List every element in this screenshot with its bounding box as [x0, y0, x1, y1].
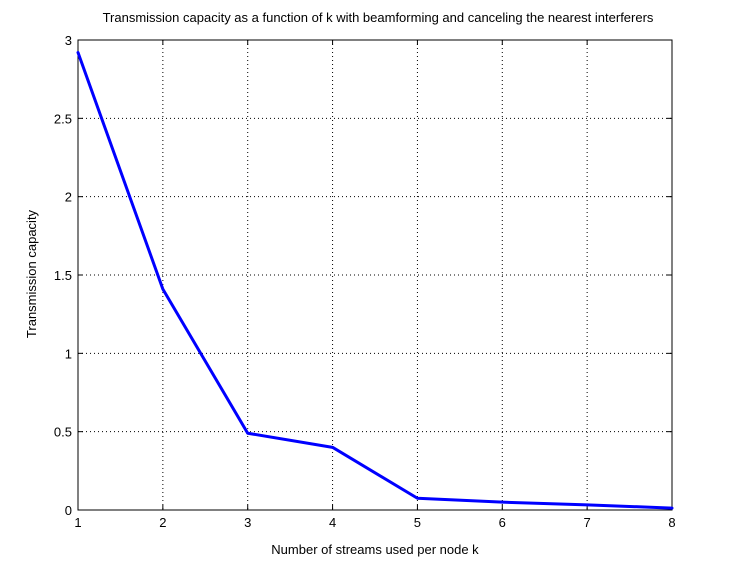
data-point [247, 433, 248, 434]
y-tick-label: 1 [65, 346, 72, 361]
x-tick-label: 5 [414, 515, 421, 530]
x-tick-label: 6 [499, 515, 506, 530]
data-point [672, 508, 673, 509]
y-tick-label: 1.5 [54, 268, 72, 283]
grid [78, 40, 672, 510]
series-line [76, 51, 674, 510]
x-tick-label: 1 [74, 515, 81, 530]
y-tick-label: 2.5 [54, 111, 72, 126]
x-tick-label: 3 [244, 515, 251, 530]
series-layer [76, 51, 674, 510]
data-point [502, 502, 503, 503]
y-tick-label: 2 [65, 190, 72, 205]
data-point [162, 289, 163, 290]
y-tick-label: 0.5 [54, 425, 72, 440]
y-tick-label: 0 [65, 503, 72, 518]
x-tick-label: 4 [329, 515, 336, 530]
axis-ticks: 1 2 3 4 5 6 7 8 0 0.5 1 1.5 2 2.5 3 [54, 33, 676, 530]
chart-title: Transmission capacity as a function of k… [103, 10, 654, 25]
x-tick-label: 2 [159, 515, 166, 530]
y-tick-label: 3 [65, 33, 72, 48]
y-axis-label: Transmission capacity [24, 209, 39, 338]
data-point [332, 447, 333, 448]
data-point [587, 504, 588, 505]
data-point [78, 52, 79, 53]
x-axis-label: Number of streams used per node k [271, 542, 479, 557]
x-tick-label: 7 [584, 515, 591, 530]
data-point [417, 498, 418, 499]
x-tick-label: 8 [668, 515, 675, 530]
